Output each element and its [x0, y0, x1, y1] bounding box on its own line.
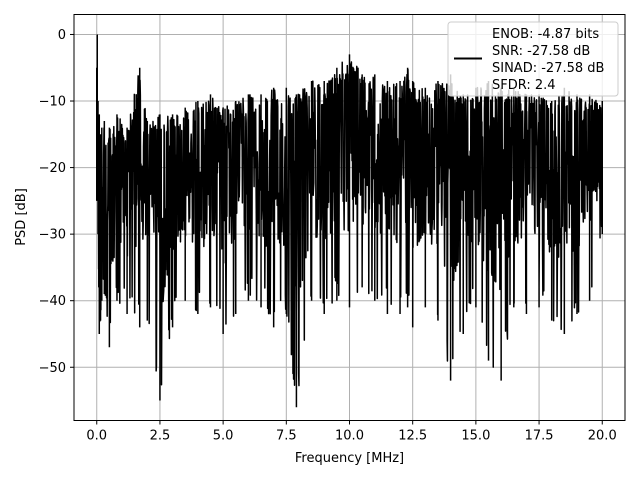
y-tick-label: 0 [58, 28, 66, 43]
y-tick-label: −30 [39, 228, 66, 243]
x-tick-label: 5.0 [213, 429, 234, 444]
y-tick-label: −20 [39, 161, 66, 176]
legend-box [447, 21, 619, 97]
axis-ticks: 0.0 2.5 5.0 7.5 10.0 12.5 15.0 17.5 20.0 0 −10 −20 −… [39, 28, 617, 444]
legend-line-snr: SNR: -27.58 dB [492, 44, 590, 59]
y-axis-label: PSD [dB] [14, 188, 29, 246]
x-tick-label: 0.0 [86, 429, 107, 444]
legend-line-sfdr: SFDR: 2.4 [492, 78, 556, 93]
x-tick-label: 12.5 [398, 429, 427, 444]
x-tick-label: 15.0 [461, 429, 490, 444]
y-tick-label: −50 [39, 361, 66, 376]
x-axis-label: Frequency [MHz] [295, 451, 404, 466]
x-tick-label: 17.5 [525, 429, 554, 444]
x-tick-label: 10.0 [335, 429, 364, 444]
x-tick-label: 2.5 [150, 429, 171, 444]
legend-line-enob: ENOB: -4.87 bits [492, 27, 599, 42]
legend: ENOB: -4.87 bits SNR: -27.58 dB SINAD: -… [447, 21, 619, 97]
x-tick-label: 7.5 [276, 429, 297, 444]
legend-line-sinad: SINAD: -27.58 dB [492, 61, 604, 76]
y-tick-label: −40 [39, 294, 66, 309]
y-tick-label: −10 [39, 95, 66, 110]
x-tick-label: 20.0 [588, 429, 617, 444]
psd-series-line [96, 34, 603, 408]
psd-trace [96, 34, 603, 408]
